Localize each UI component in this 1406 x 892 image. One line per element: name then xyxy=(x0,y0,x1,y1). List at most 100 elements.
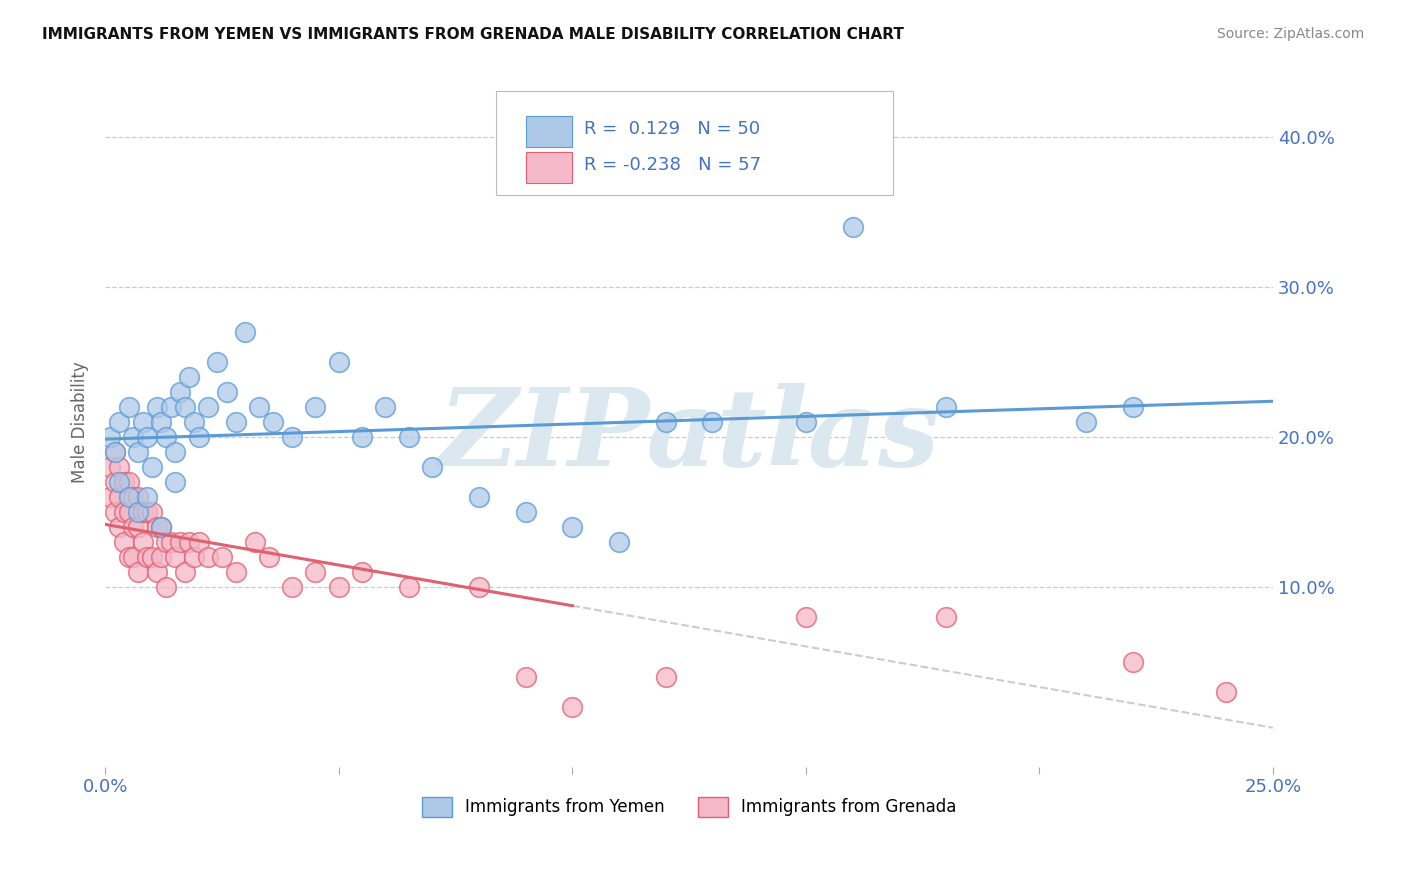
Point xyxy=(155,430,177,444)
Point xyxy=(150,549,173,564)
Point xyxy=(935,400,957,414)
Point xyxy=(131,534,153,549)
Point xyxy=(103,445,125,459)
Point xyxy=(145,520,167,534)
FancyBboxPatch shape xyxy=(496,91,893,194)
Text: R = -0.238   N = 57: R = -0.238 N = 57 xyxy=(583,156,761,174)
Point xyxy=(98,430,121,444)
Point xyxy=(127,445,149,459)
Point xyxy=(235,325,257,339)
Point xyxy=(183,549,205,564)
Point xyxy=(136,505,159,519)
Point xyxy=(179,370,201,384)
Point xyxy=(150,520,173,534)
Text: ZIPatlas: ZIPatlas xyxy=(439,383,939,489)
Point xyxy=(122,549,145,564)
Point xyxy=(225,565,247,579)
Point xyxy=(1122,655,1144,669)
Y-axis label: Male Disability: Male Disability xyxy=(72,361,89,483)
Point xyxy=(173,400,195,414)
Point xyxy=(794,609,817,624)
Point xyxy=(304,565,326,579)
Point xyxy=(165,445,187,459)
Point xyxy=(127,565,149,579)
Point xyxy=(108,520,131,534)
Point xyxy=(561,520,583,534)
Point xyxy=(108,415,131,429)
Point xyxy=(108,475,131,489)
Point xyxy=(136,430,159,444)
Point xyxy=(243,534,266,549)
Point xyxy=(127,520,149,534)
Point xyxy=(515,670,537,684)
Point xyxy=(794,415,817,429)
Point xyxy=(841,220,863,235)
Point xyxy=(398,580,420,594)
Point xyxy=(159,534,181,549)
Point xyxy=(304,400,326,414)
Point xyxy=(112,475,135,489)
Point xyxy=(103,475,125,489)
Point xyxy=(207,355,229,369)
Point xyxy=(141,549,163,564)
Point xyxy=(374,400,396,414)
Point xyxy=(655,415,678,429)
Point xyxy=(328,355,350,369)
Text: R =  0.129   N = 50: R = 0.129 N = 50 xyxy=(583,120,761,138)
Point xyxy=(215,385,238,400)
Point xyxy=(169,385,191,400)
Point xyxy=(122,520,145,534)
Point xyxy=(127,490,149,504)
Point xyxy=(108,490,131,504)
Point xyxy=(173,565,195,579)
Point xyxy=(352,565,374,579)
Point xyxy=(136,549,159,564)
Point xyxy=(1122,400,1144,414)
Point xyxy=(117,475,139,489)
Point xyxy=(398,430,420,444)
Point xyxy=(155,534,177,549)
Point xyxy=(103,445,125,459)
Point xyxy=(468,580,491,594)
Point xyxy=(328,580,350,594)
Point xyxy=(607,534,630,549)
Text: IMMIGRANTS FROM YEMEN VS IMMIGRANTS FROM GRENADA MALE DISABILITY CORRELATION CHA: IMMIGRANTS FROM YEMEN VS IMMIGRANTS FROM… xyxy=(42,27,904,42)
Point xyxy=(211,549,233,564)
Point xyxy=(122,430,145,444)
Point xyxy=(247,400,270,414)
Point xyxy=(117,549,139,564)
Point xyxy=(112,534,135,549)
Point xyxy=(352,430,374,444)
Text: Source: ZipAtlas.com: Source: ZipAtlas.com xyxy=(1216,27,1364,41)
Point xyxy=(117,400,139,414)
Point xyxy=(187,430,209,444)
Point xyxy=(165,549,187,564)
Point xyxy=(122,490,145,504)
Point xyxy=(98,490,121,504)
Point xyxy=(281,430,304,444)
Point xyxy=(117,490,139,504)
Legend: Immigrants from Yemen, Immigrants from Grenada: Immigrants from Yemen, Immigrants from G… xyxy=(415,790,963,823)
Point xyxy=(257,549,280,564)
Point xyxy=(468,490,491,504)
Point xyxy=(281,580,304,594)
Bar xyxy=(526,152,572,183)
Point xyxy=(136,490,159,504)
Point xyxy=(183,415,205,429)
Point xyxy=(150,415,173,429)
Point xyxy=(197,400,219,414)
Point xyxy=(165,475,187,489)
Point xyxy=(150,520,173,534)
Point xyxy=(141,459,163,474)
Point xyxy=(131,415,153,429)
Point xyxy=(262,415,284,429)
Point xyxy=(141,505,163,519)
Point xyxy=(169,534,191,549)
Bar xyxy=(526,116,572,146)
Point xyxy=(420,459,443,474)
Point xyxy=(179,534,201,549)
Point xyxy=(117,505,139,519)
Point xyxy=(159,400,181,414)
Point xyxy=(187,534,209,549)
Point xyxy=(103,505,125,519)
